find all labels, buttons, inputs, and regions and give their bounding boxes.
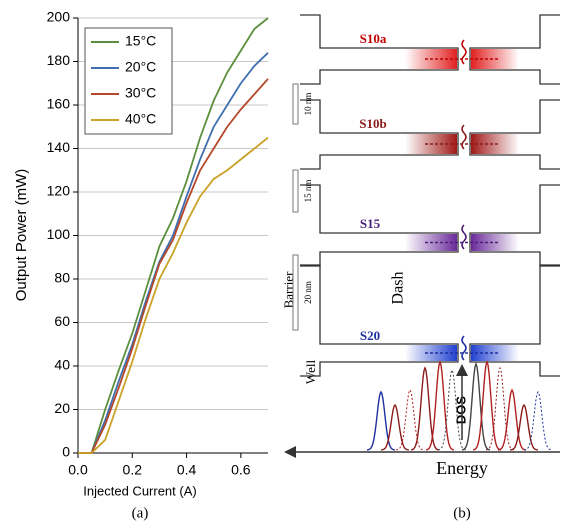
thickness-label: 10 nm	[303, 93, 313, 116]
y-tick-label: 0	[62, 444, 70, 460]
thickness-arrow	[292, 83, 299, 125]
y-tick-label: 140	[47, 139, 71, 155]
wave-icon	[461, 124, 467, 150]
x-tick-label: 0.6	[231, 462, 251, 478]
well-profile	[469, 184, 560, 267]
wave-icon	[461, 335, 467, 361]
y-tick-label: 40	[54, 357, 70, 373]
dos-peak	[410, 365, 440, 451]
x-tick-label: 0.0	[68, 462, 88, 478]
y-tick-label: 120	[47, 183, 71, 199]
y-tick-label: 20	[54, 400, 70, 416]
thickness-label: 20 nm	[303, 281, 313, 304]
dos-peak	[461, 361, 491, 451]
state-label: S10a	[360, 31, 387, 46]
diagram-b: (b) Energy Barrier Dash Well DOS S10a S10…	[281, 14, 560, 521]
y-tick-label: 60	[54, 313, 70, 329]
legend-label: 15°C	[125, 33, 156, 49]
legend-label: 40°C	[125, 111, 156, 127]
y-tick-label: 180	[47, 52, 71, 68]
x-tick-label: 0.4	[177, 462, 197, 478]
caption: (a)	[132, 505, 149, 521]
wave-icon	[461, 39, 467, 65]
dos-peak	[425, 359, 455, 451]
y-axis-label: Output Power (mW)	[13, 169, 30, 302]
dos-peak	[366, 390, 396, 451]
energy-label: Energy	[436, 458, 488, 478]
state-label: S20	[360, 328, 380, 343]
state-label: S10b	[359, 116, 386, 131]
x-axis-label: Injected Current (A)	[83, 483, 196, 498]
thickness-arrow	[292, 254, 299, 331]
state-label: S15	[360, 216, 381, 231]
data-line	[78, 78, 269, 454]
y-tick-label: 80	[54, 270, 70, 286]
dos-peak	[380, 403, 410, 451]
thickness-label: 15 nm	[303, 180, 313, 203]
caption: (b)	[453, 505, 471, 521]
data-line	[78, 52, 269, 454]
dash-label: Dash	[390, 272, 407, 305]
y-tick-label: 200	[47, 9, 71, 25]
data-line	[78, 17, 269, 454]
well-label: Well	[303, 360, 318, 385]
wave-icon	[461, 224, 467, 250]
legend-box	[84, 27, 173, 135]
y-tick-label: 160	[47, 96, 71, 112]
dos-peak	[509, 403, 539, 451]
legend-label: 30°C	[125, 85, 156, 101]
dos-peak	[485, 366, 515, 451]
y-tick-label: 100	[47, 226, 71, 242]
barrier-label: Barrier	[281, 271, 296, 308]
data-line	[78, 136, 269, 454]
x-tick-label: 0.2	[123, 462, 143, 478]
legend-label: 20°C	[125, 59, 156, 75]
dos-peak	[472, 359, 502, 451]
dos-peak	[395, 388, 425, 451]
thickness-arrow	[292, 169, 299, 213]
chart-a: Injected Current (A) Output Power (mW) (…	[13, 9, 269, 521]
dos-peak	[523, 390, 553, 451]
dos-label: DOS	[453, 396, 468, 425]
dos-peak	[497, 388, 527, 451]
